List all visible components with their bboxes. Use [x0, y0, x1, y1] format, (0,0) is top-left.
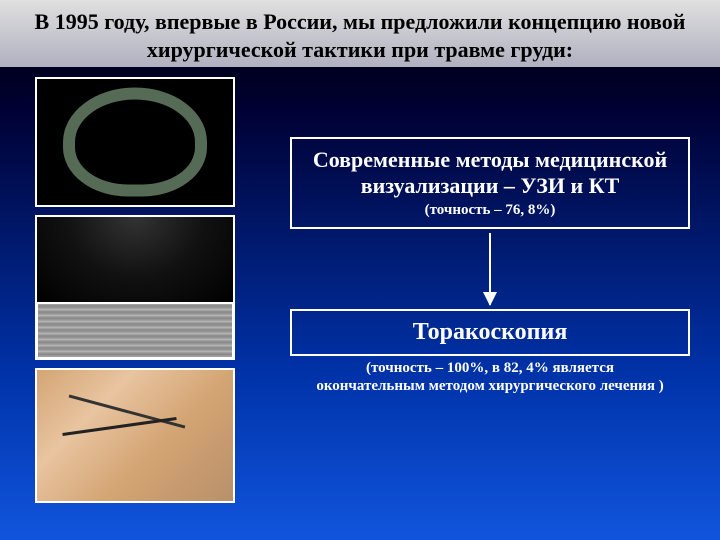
ultrasound-bottom [37, 303, 233, 358]
box-thoracoscopy: Торакоскопия [290, 309, 690, 356]
box2-main: Торакоскопия [302, 319, 678, 346]
content-area: Современные методы медицинской визуализа… [0, 67, 720, 537]
ultrasound-image [35, 215, 235, 360]
thoracoscopy-image [35, 368, 235, 503]
arrow-container [290, 229, 690, 305]
flow-arrow [489, 233, 491, 305]
ct-scan-image [35, 77, 235, 207]
ultrasound-top [37, 217, 233, 303]
slide-title: В 1995 году, впервые в России, мы предло… [0, 0, 720, 67]
title-text: В 1995 году, впервые в России, мы предло… [35, 9, 686, 62]
box1-sub: (точность – 76, 8%) [302, 202, 678, 219]
box-visualization: Современные методы медицинской визуализа… [290, 137, 690, 229]
box1-main: Современные методы медицинской визуализа… [302, 147, 678, 200]
box2-sub: (точность – 100%, в 82, 4% является окон… [290, 359, 690, 395]
images-column [35, 77, 235, 511]
text-column: Современные методы медицинской визуализа… [290, 137, 690, 395]
